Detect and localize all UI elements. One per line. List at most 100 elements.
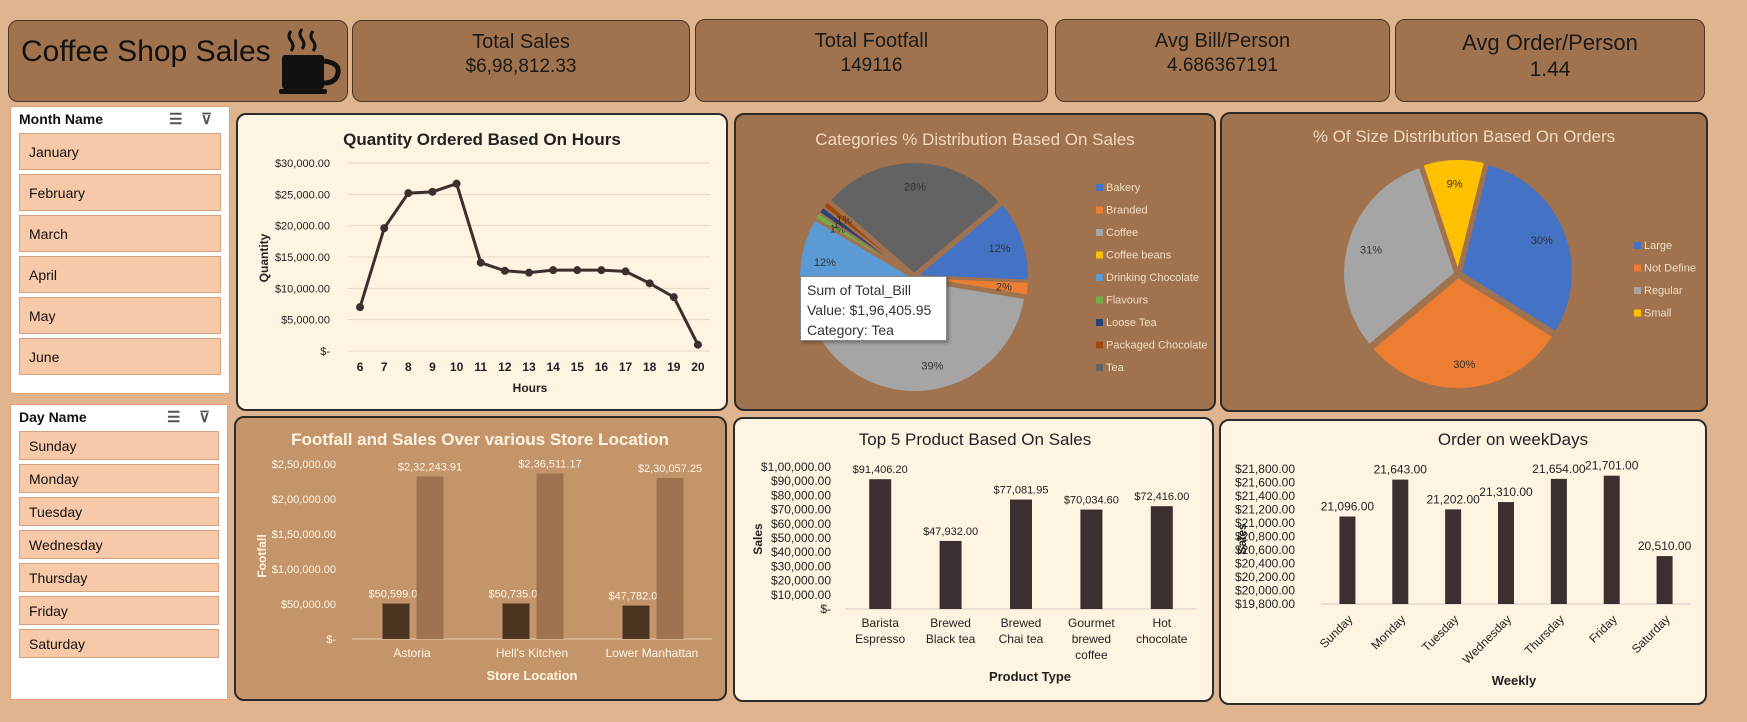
data-point xyxy=(404,189,413,198)
clear-filter-icon[interactable]: ⊽ xyxy=(201,111,212,128)
month-item-may[interactable]: May xyxy=(19,297,221,334)
data-label: $72,416.00 xyxy=(1134,491,1189,503)
x-tick-label: Tuesday xyxy=(1419,612,1461,654)
x-tick-label: Black tea xyxy=(926,632,976,646)
x-tick-label: 7 xyxy=(381,360,388,374)
day-item-tuesday[interactable]: Tuesday xyxy=(19,497,219,526)
day-item-monday[interactable]: Monday xyxy=(19,464,219,493)
y-tick-label: $20,200.00 xyxy=(1235,570,1295,584)
tooltip-line: Value: $1,96,405.95 xyxy=(807,302,932,318)
coffee-cup-icon xyxy=(279,28,341,94)
legend-swatch xyxy=(1096,251,1103,259)
x-tick-label: Saturday xyxy=(1629,612,1673,656)
data-label: 21,701.00 xyxy=(1585,459,1639,473)
category-pie-panel: Categories % Distribution Based On Sales… xyxy=(734,113,1216,411)
pie-slice xyxy=(828,161,1002,276)
kpi-value: 4.686367191 xyxy=(1167,55,1278,76)
data-label: 21,654.00 xyxy=(1532,462,1586,476)
bar xyxy=(1445,509,1462,604)
weekday-bar-chart-panel: Order on weekDays $19,800.00 $20,000.00 $20… xyxy=(1219,419,1707,705)
x-tick-label: 13 xyxy=(522,360,536,374)
month-item-february[interactable]: February xyxy=(19,174,221,211)
legend-entry: Bakery xyxy=(1106,182,1141,194)
kpi-total-footfall: Total Footfall 149116 xyxy=(695,19,1048,102)
data-point xyxy=(573,266,582,275)
x-tick-label: 20 xyxy=(691,360,705,374)
data-point xyxy=(380,224,389,233)
y-tick-label: $21,600.00 xyxy=(1235,476,1295,490)
day-slicer: Day Name ☰ ⊽ Sunday Monday Tuesday Wedne… xyxy=(10,404,228,700)
size-pie-chart: % Of Size Distribution Based On Orders 30… xyxy=(1313,127,1696,390)
y-tick-label: $80,000.00 xyxy=(771,488,831,502)
x-tick-label: Monday xyxy=(1368,612,1408,652)
dashboard-title-card: Coffee Shop Sales xyxy=(8,20,348,102)
y-tick-label: $20,000.00 xyxy=(275,221,330,233)
x-tick-label: 19 xyxy=(667,360,681,374)
legend-swatch xyxy=(1096,364,1103,371)
bar xyxy=(656,477,684,639)
y-tick-label: $30,000.00 xyxy=(275,158,330,170)
legend-entry: Small xyxy=(1644,308,1672,320)
legend-entry: Coffee xyxy=(1106,227,1138,239)
legend-swatch xyxy=(1096,341,1103,349)
pie-slice xyxy=(821,199,913,276)
x-tick-label: Friday xyxy=(1586,612,1619,645)
x-tick-label: 14 xyxy=(546,360,560,374)
day-slicer-header: Day Name ☰ ⊽ xyxy=(11,405,227,431)
bar xyxy=(382,603,410,639)
x-tick-label: 9 xyxy=(429,360,436,374)
y-axis-label: Sales xyxy=(751,523,765,555)
day-item-wednesday[interactable]: Wednesday xyxy=(19,530,219,559)
slice-label: 12% xyxy=(814,257,836,269)
slice-label: 39% xyxy=(921,360,943,372)
multi-select-icon[interactable]: ☰ xyxy=(169,111,183,128)
bar xyxy=(1339,516,1356,604)
multi-select-icon[interactable]: ☰ xyxy=(167,409,181,426)
clear-filter-icon[interactable]: ⊽ xyxy=(199,409,210,426)
day-item-thursday[interactable]: Thursday xyxy=(19,563,219,592)
month-item-january[interactable]: January xyxy=(19,133,221,170)
x-tick-label: Gourmet xyxy=(1068,616,1115,630)
slice-label: 28% xyxy=(904,182,926,194)
day-item-sunday[interactable]: Sunday xyxy=(19,431,219,460)
x-axis-label: Weekly xyxy=(1492,673,1537,688)
data-point xyxy=(500,266,509,275)
x-tick-label: Brewed xyxy=(930,616,971,630)
data-label: $47,782.00 xyxy=(608,591,663,603)
data-label: $2,36,511.17 xyxy=(518,458,581,470)
day-item-friday[interactable]: Friday xyxy=(19,596,219,625)
x-tick-label: 12 xyxy=(498,360,512,374)
chart-title: Categories % Distribution Based On Sales xyxy=(815,130,1134,149)
y-tick-label: $50,000.00 xyxy=(771,531,831,545)
data-label: $50,599.00 xyxy=(368,589,423,601)
kpi-label: Avg Order/Person xyxy=(1462,30,1638,55)
pie-slice xyxy=(914,202,1030,282)
x-tick-label: 15 xyxy=(571,360,585,374)
slice-label: 12% xyxy=(989,243,1011,255)
y-tick-label: $1,50,000.00 xyxy=(272,529,336,541)
y-tick-label: $5,000.00 xyxy=(281,315,330,327)
month-slicer-header: Month Name ☰ ⊽ xyxy=(11,107,229,133)
y-tick-label: $20,800.00 xyxy=(1235,530,1295,544)
y-tick-label: $- xyxy=(326,634,336,646)
kpi-avg-order: Avg Order/Person 1.44 xyxy=(1395,19,1705,102)
dashboard-title: Coffee Shop Sales xyxy=(21,35,271,68)
chart-title: Quantity Ordered Based On Hours xyxy=(343,130,621,149)
bar xyxy=(869,479,892,609)
y-tick-label: $20,600.00 xyxy=(1235,543,1295,557)
day-item-saturday[interactable]: Saturday xyxy=(19,629,219,658)
bar xyxy=(1498,502,1514,604)
x-tick-label: 10 xyxy=(450,360,464,374)
data-label: $77,081.95 xyxy=(993,485,1048,497)
bar xyxy=(1010,499,1032,609)
pie-slice xyxy=(1421,158,1487,275)
y-axis-label: Quantity xyxy=(257,233,271,282)
month-item-june[interactable]: June xyxy=(19,338,221,375)
month-item-april[interactable]: April xyxy=(19,256,221,293)
x-tick-label: Barista xyxy=(862,616,900,630)
month-item-march[interactable]: March xyxy=(19,215,221,252)
kpi-total-sales: Total Sales $6,98,812.33 xyxy=(352,20,690,102)
kpi-value: 1.44 xyxy=(1529,58,1571,81)
x-axis-label: Store Location xyxy=(486,668,577,683)
data-label: 20,510.00 xyxy=(1638,539,1692,553)
